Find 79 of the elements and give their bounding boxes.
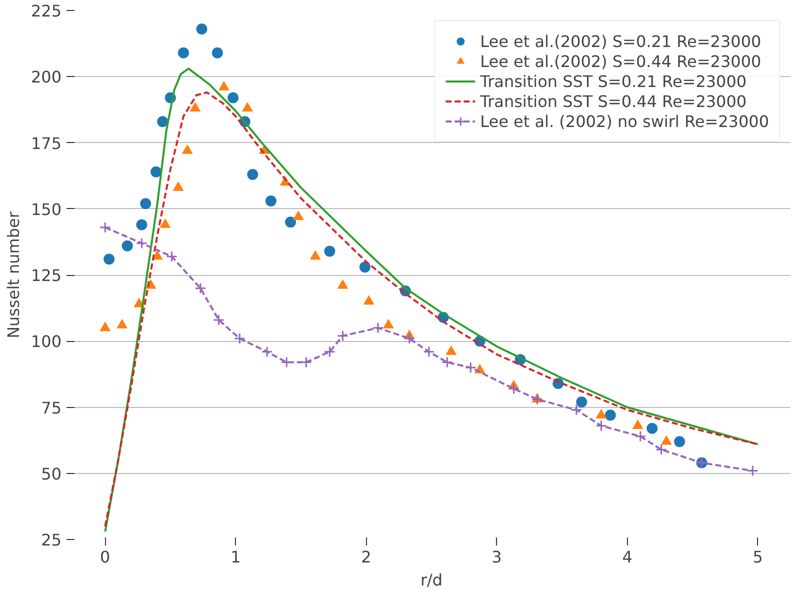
point [100, 322, 111, 332]
point [464, 362, 476, 374]
point [212, 314, 224, 326]
point [404, 332, 416, 344]
point [372, 322, 384, 334]
point [99, 222, 111, 234]
point [166, 250, 178, 262]
y-tick-label: 225 [30, 2, 62, 20]
point [310, 250, 321, 260]
point [218, 80, 230, 90]
point [632, 419, 644, 429]
point [122, 240, 133, 252]
x-tick-label: 0 [100, 548, 110, 566]
legend-label: Lee et al.(2002) S=0.21 Re=23000 [480, 32, 762, 50]
point [441, 356, 453, 368]
point [656, 444, 668, 456]
point [634, 430, 646, 442]
point [285, 216, 296, 228]
point [190, 102, 201, 112]
point [247, 169, 258, 180]
point [576, 396, 588, 408]
legend-label: Lee et al.(2002) S=0.44 Re=23000 [480, 52, 762, 70]
y-axis-title: Nusselt number [4, 211, 23, 338]
y-tick-label: 50 [41, 464, 62, 484]
point [595, 420, 607, 432]
point [746, 464, 758, 476]
y-tick-label: 75 [41, 398, 62, 418]
y-tick-label: 25 [41, 530, 62, 550]
point [646, 422, 658, 434]
y-tick-label: 125 [30, 266, 62, 285]
point [363, 295, 374, 305]
point [212, 47, 223, 58]
x-tick-label: 1 [230, 548, 241, 566]
point [261, 346, 273, 358]
point [265, 195, 276, 206]
point [242, 102, 253, 112]
x-tick-label: 4 [622, 548, 632, 566]
legend-label: Lee et al. (2002) no swirl Re=23000 [480, 112, 769, 130]
point [570, 404, 582, 416]
point [604, 410, 616, 421]
point [423, 346, 435, 358]
y-tick-label: 175 [30, 134, 62, 153]
x-tick-label: 5 [752, 548, 763, 566]
point [324, 346, 336, 358]
point [136, 219, 148, 230]
point [292, 210, 304, 220]
point [337, 279, 348, 289]
y-tick-label: 150 [30, 200, 62, 219]
point [136, 238, 148, 250]
point [116, 318, 128, 328]
point [446, 345, 457, 355]
y-tick-label: 200 [30, 68, 62, 87]
point [660, 435, 672, 445]
point [172, 181, 184, 191]
y-tick-label: 100 [30, 332, 62, 352]
point [157, 116, 168, 128]
x-tick-label: 3 [492, 548, 502, 566]
point [359, 262, 370, 273]
point [160, 218, 171, 228]
point [234, 332, 246, 344]
point [674, 436, 686, 448]
point [324, 246, 336, 257]
x-axis-title: r/d [420, 570, 443, 590]
legend-label: Transition SST S=0.21 Re=23000 [480, 72, 747, 90]
point [150, 166, 162, 178]
point [382, 318, 394, 328]
legend-label: Transition SST S=0.44 Re=23000 [480, 92, 747, 110]
x-tick-label: 2 [361, 548, 372, 566]
point [228, 92, 239, 104]
point [194, 282, 206, 294]
point [508, 382, 520, 394]
point [104, 254, 115, 265]
point [531, 394, 543, 406]
point [178, 47, 189, 58]
point [140, 198, 152, 210]
point [182, 144, 193, 154]
point [336, 330, 348, 342]
point [196, 24, 208, 35]
point [596, 408, 607, 418]
